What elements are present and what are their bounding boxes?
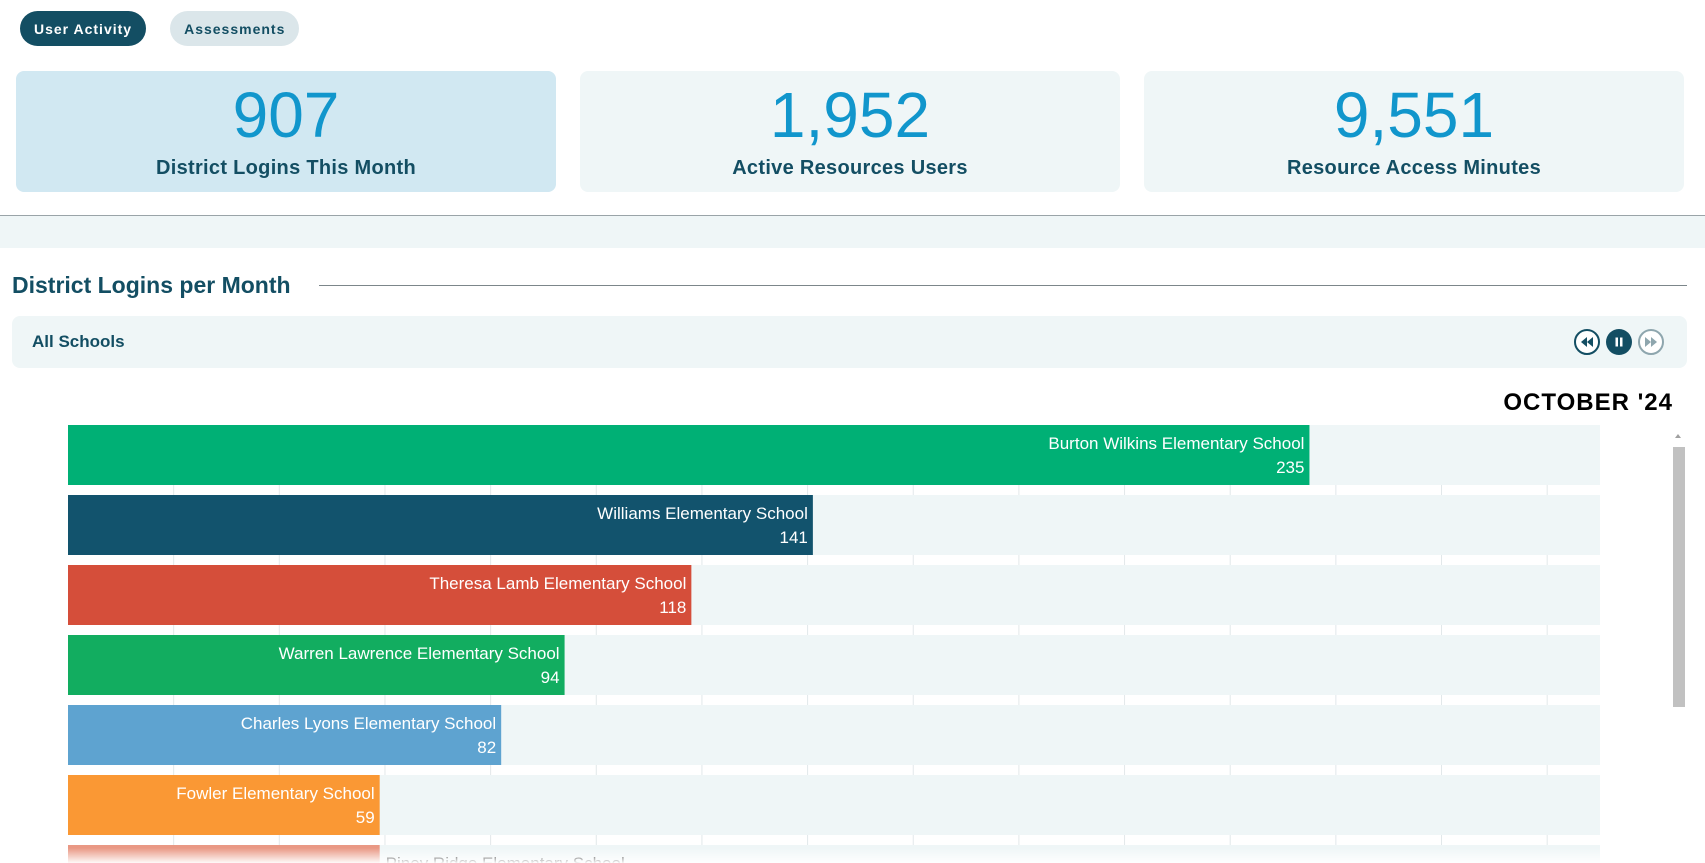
bar-label: Charles Lyons Elementary School xyxy=(241,714,496,733)
bar[interactable] xyxy=(68,775,380,835)
scroll-up-arrow-icon[interactable] xyxy=(1674,432,1682,440)
bar-value: 94 xyxy=(541,668,560,687)
stat-value: 907 xyxy=(232,79,340,151)
bar-label: Fowler Elementary School xyxy=(176,784,374,803)
bar-label: Burton Wilkins Elementary School xyxy=(1048,434,1304,453)
bar[interactable] xyxy=(68,635,565,695)
bar-value: 235 xyxy=(1276,458,1304,477)
tab-bar: User Activity Assessments xyxy=(20,11,300,46)
stat-value: 1,952 xyxy=(769,79,931,151)
rewind-icon xyxy=(1581,337,1593,347)
school-filter[interactable]: All Schools xyxy=(32,332,125,351)
bar-value: 141 xyxy=(779,528,807,547)
bar[interactable] xyxy=(68,425,1310,485)
fast-forward-icon xyxy=(1645,337,1657,347)
stat-value: 9,551 xyxy=(1333,79,1495,151)
rewind-button[interactable] xyxy=(1574,329,1600,355)
divider xyxy=(0,215,1705,216)
stat-label: District Logins This Month xyxy=(155,157,416,179)
scrollbar-thumb[interactable] xyxy=(1673,447,1685,707)
stat-label: Active Resources Users xyxy=(732,157,968,179)
bar[interactable] xyxy=(68,565,692,625)
logins-bar-chart: Burton Wilkins Elementary School 235 Willi… xyxy=(68,425,1600,863)
tab-assessments[interactable]: Assessments xyxy=(170,11,300,46)
pause-button[interactable] xyxy=(1606,329,1632,355)
stat-card-access-minutes[interactable]: 9,551 Resource Access Minutes xyxy=(1144,71,1684,192)
pause-icon xyxy=(1615,337,1623,347)
tab-user-activity[interactable]: User Activity xyxy=(20,11,147,46)
section-title: District Logins per Month xyxy=(12,272,291,298)
title-divider xyxy=(319,285,1687,286)
bar-value: 118 xyxy=(659,598,686,617)
bar-label: Williams Elementary School xyxy=(597,504,808,523)
bar-value: 82 xyxy=(477,738,496,757)
filter-bar: All Schools xyxy=(12,316,1687,368)
bar-value: 59 xyxy=(356,808,375,827)
bar-label: Theresa Lamb Elementary School xyxy=(429,574,686,593)
forward-button[interactable] xyxy=(1638,329,1664,355)
bottom-fade xyxy=(0,848,1705,863)
stat-cards: 907 District Logins This Month 1,952 Act… xyxy=(16,71,1684,192)
bar-label: Warren Lawrence Elementary School xyxy=(279,644,560,663)
section-band xyxy=(0,216,1705,248)
stat-card-active-users[interactable]: 1,952 Active Resources Users xyxy=(580,71,1120,192)
chart-period: OCTOBER '24 xyxy=(1503,389,1673,416)
stat-label: Resource Access Minutes xyxy=(1286,157,1542,179)
bar[interactable] xyxy=(68,495,813,555)
stat-card-district-logins[interactable]: 907 District Logins This Month xyxy=(16,71,556,192)
bar[interactable] xyxy=(68,705,502,765)
